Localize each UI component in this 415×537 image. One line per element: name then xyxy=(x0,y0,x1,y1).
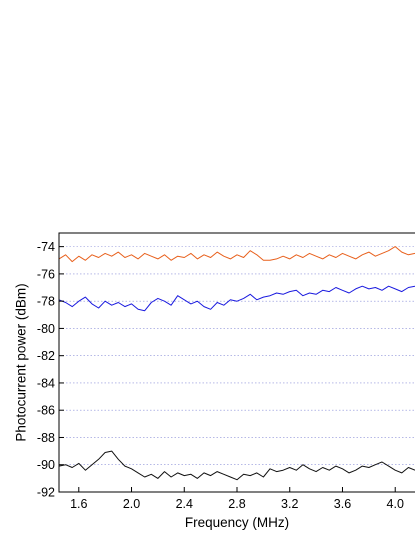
x-tick-label: 2.4 xyxy=(176,497,193,511)
y-tick-label: -84 xyxy=(37,376,55,390)
series-lines xyxy=(58,246,415,481)
y-tick-label: -74 xyxy=(37,240,55,254)
series-line-1 xyxy=(58,246,415,263)
x-tick-label: 1.6 xyxy=(70,497,87,511)
x-tick-label: 3.6 xyxy=(334,497,351,511)
y-tick-label: -86 xyxy=(37,404,55,418)
series-line-2 xyxy=(58,285,415,312)
x-tick-label: 4.0 xyxy=(387,497,404,511)
y-tick-label: -76 xyxy=(37,267,55,281)
y-tick-label: -80 xyxy=(37,322,55,336)
y-tick-label: -92 xyxy=(37,486,55,500)
x-axis-label: Frequency (MHz) xyxy=(185,515,289,530)
y-tick-label: -90 xyxy=(37,458,55,472)
x-tick-label: 3.2 xyxy=(281,497,298,511)
y-tick-label: -78 xyxy=(37,295,55,309)
series-line-3 xyxy=(58,450,415,481)
x-axis: 1.6 2.0 2.4 2.8 3.2 3.6 4.0 xyxy=(70,487,404,511)
y-axis-label: Photocurrent power (dBm) xyxy=(14,283,29,441)
x-tick-label: 2.8 xyxy=(228,497,245,511)
x-tick-label: 2.0 xyxy=(123,497,140,511)
y-tick-label: -82 xyxy=(37,349,55,363)
grid-lines xyxy=(59,246,415,493)
plot-frame xyxy=(58,232,415,493)
y-tick-label: -88 xyxy=(37,431,55,445)
y-axis: -92 -90 -88 -86 -84 -82 -80 -78 -76 -74 xyxy=(37,240,64,500)
